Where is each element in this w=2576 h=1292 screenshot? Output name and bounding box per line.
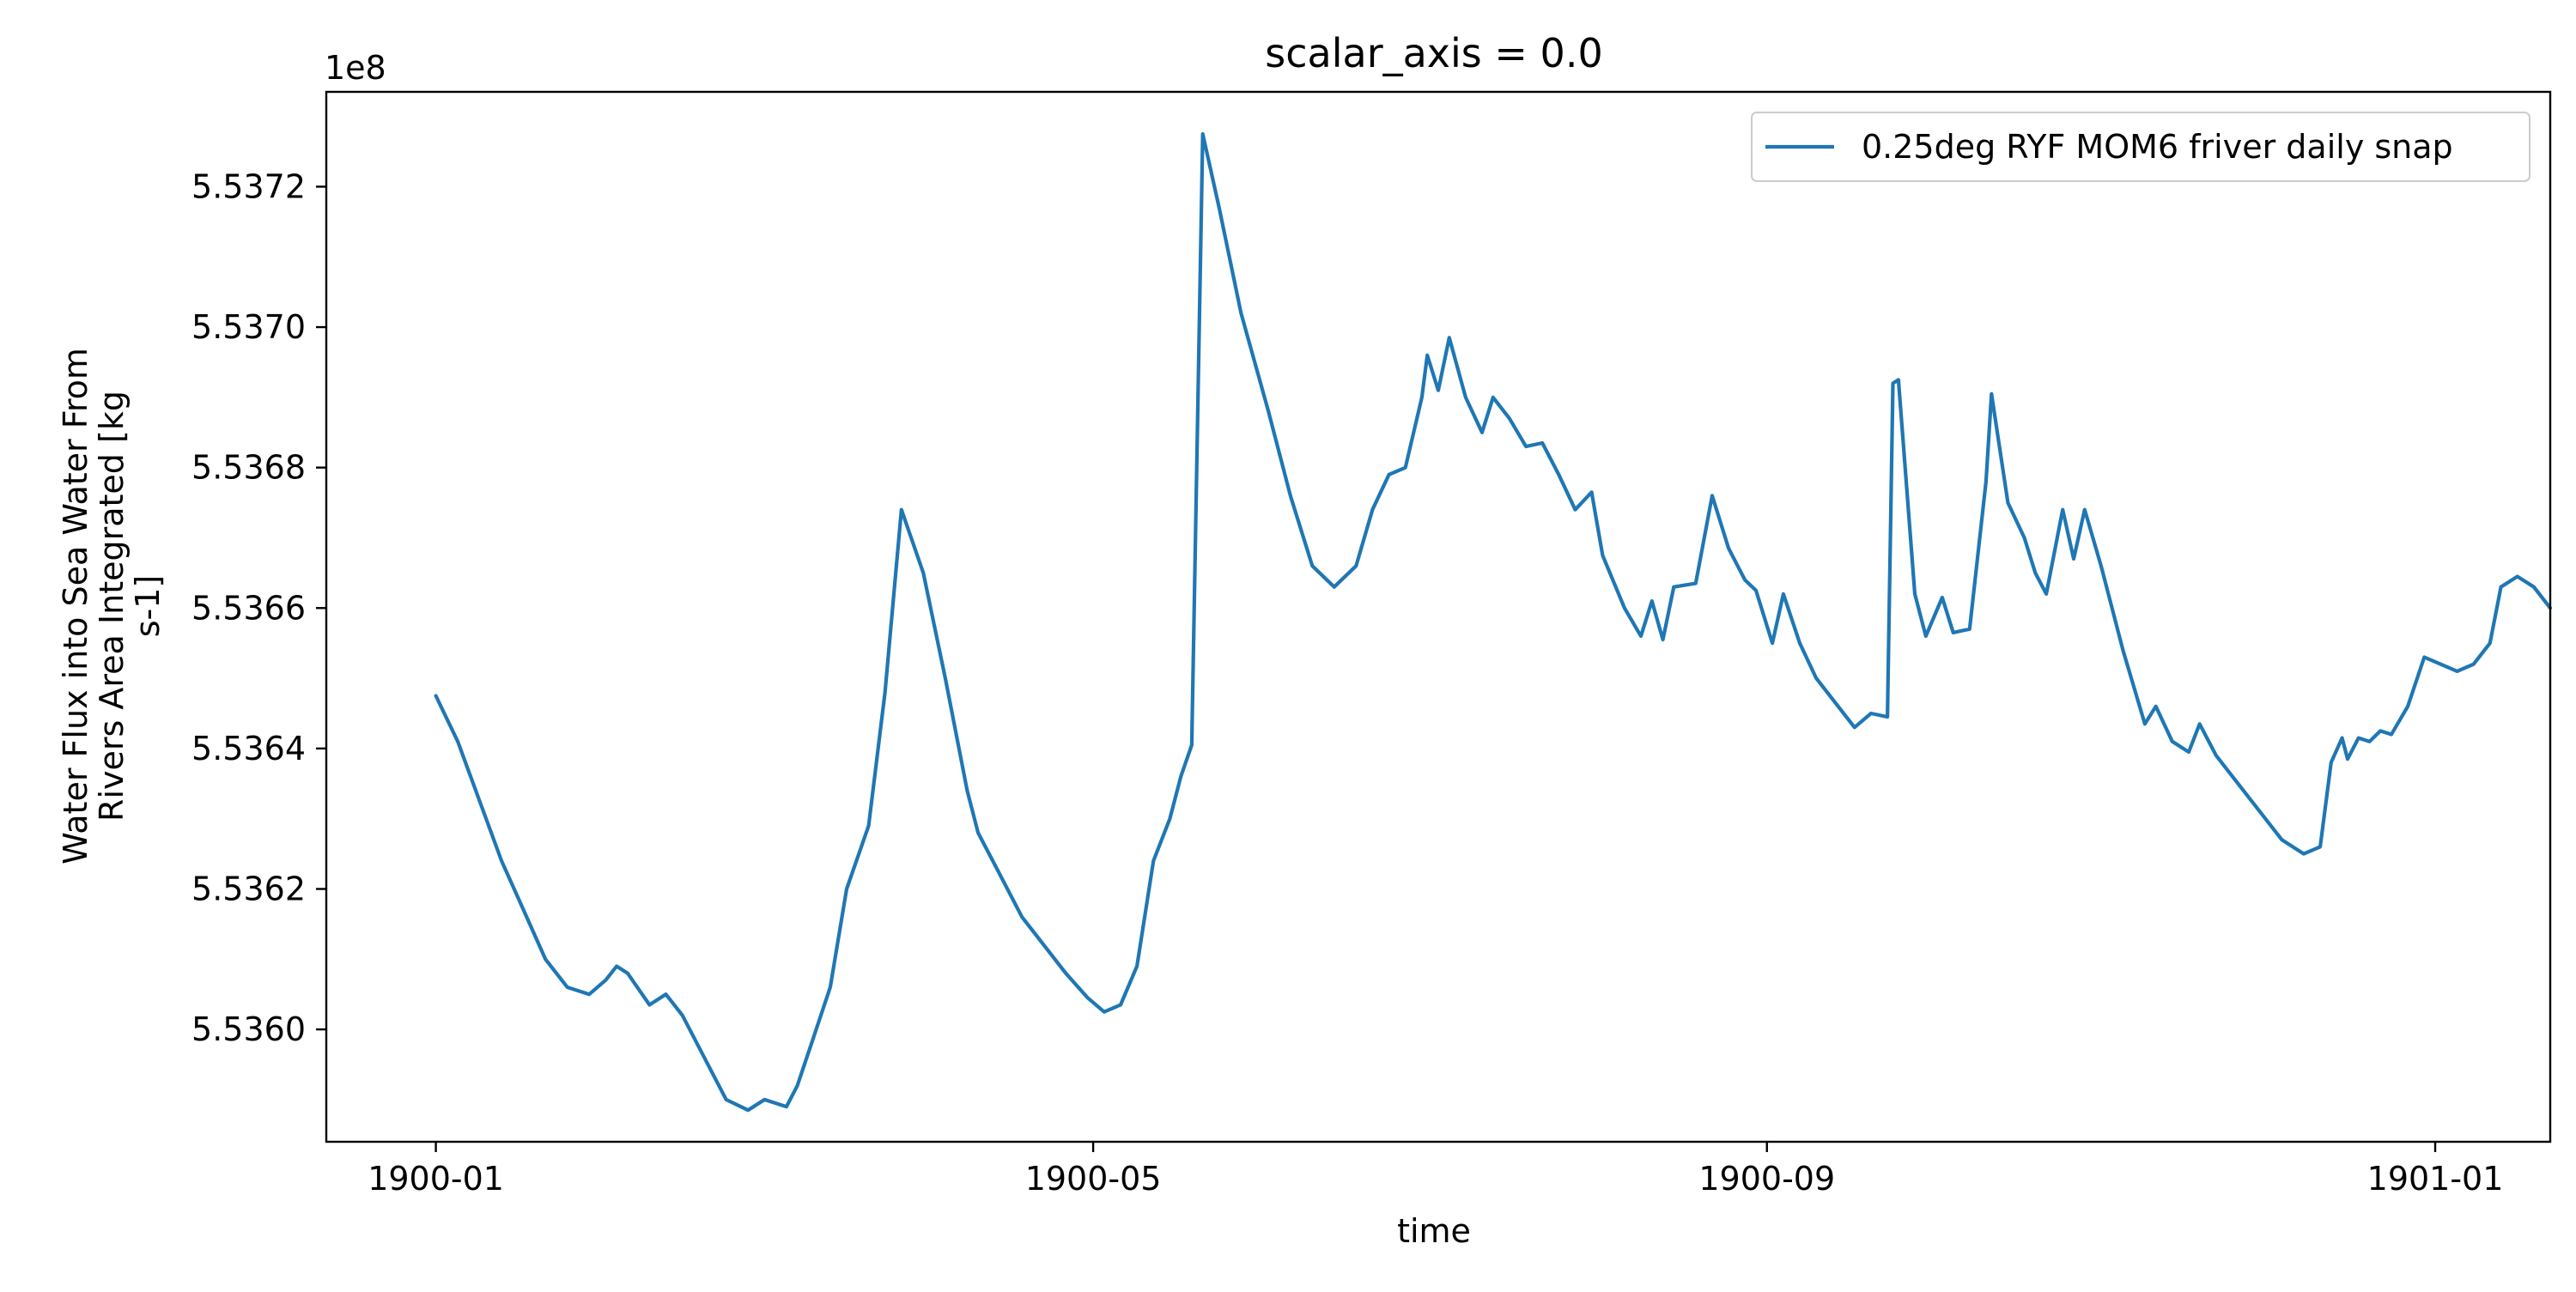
series-line-0 bbox=[434, 132, 2553, 1113]
y-tick-label: 5.5368 bbox=[191, 449, 306, 487]
chart-title: scalar_axis = 0.0 bbox=[1265, 30, 1602, 76]
y-tick-label: 5.5364 bbox=[191, 730, 306, 767]
legend: 0.25deg RYF MOM6 friver daily snap bbox=[1751, 112, 2530, 182]
y-axis-label-line: Water Flux into Sea Water From bbox=[57, 348, 94, 864]
y-tick-label: 5.5372 bbox=[191, 167, 306, 205]
axes: 1900-01 1900-05 1900-09 1901-01 5.5360 5.5362… bbox=[191, 167, 2503, 1198]
y-offset-label: 1e8 bbox=[325, 49, 386, 87]
y-tick-label: 5.5370 bbox=[191, 308, 306, 346]
plot-frame bbox=[325, 90, 2552, 1143]
y-tick-label: 5.5360 bbox=[191, 1010, 306, 1048]
legend-label: 0.25deg RYF MOM6 friver daily snap bbox=[1862, 128, 2453, 166]
y-axis-label-line: Rivers Area Integrated [kg bbox=[93, 391, 131, 822]
y-tick-label: 5.5366 bbox=[191, 589, 306, 627]
y-tick-label: 5.5362 bbox=[191, 870, 306, 907]
series-layer bbox=[434, 132, 2553, 1113]
y-axis-label-line: s-1] bbox=[129, 575, 167, 638]
x-tick-label: 1900-05 bbox=[1025, 1160, 1162, 1198]
x-axis-label: time bbox=[1397, 1212, 1471, 1250]
x-tick-label: 1901-01 bbox=[2367, 1160, 2504, 1198]
legend-box bbox=[1751, 112, 2530, 182]
x-tick-label: 1900-09 bbox=[1698, 1160, 1835, 1198]
x-tick-label: 1900-01 bbox=[368, 1160, 504, 1198]
